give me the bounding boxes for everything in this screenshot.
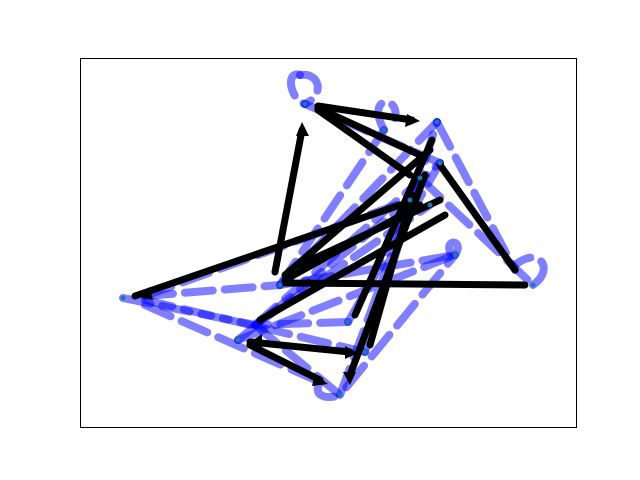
arrow-head — [135, 287, 153, 300]
edge — [433, 118, 519, 274]
node — [407, 197, 413, 203]
node — [345, 319, 351, 325]
self-loop — [374, 98, 400, 134]
edge — [234, 251, 459, 344]
node — [381, 127, 387, 133]
arrow-head — [312, 374, 328, 386]
node — [434, 119, 440, 125]
arrow-head — [405, 114, 420, 127]
edge — [131, 201, 404, 300]
edge — [276, 126, 388, 289]
node — [427, 202, 433, 208]
arrow-head — [250, 334, 262, 348]
edge — [281, 146, 434, 279]
node — [437, 160, 443, 166]
node — [235, 337, 241, 343]
edge — [296, 196, 444, 269]
self-loop — [296, 70, 322, 108]
node — [302, 101, 308, 107]
node — [530, 282, 536, 288]
self-loop — [313, 378, 344, 401]
arrow-head — [343, 372, 356, 385]
edge — [256, 211, 449, 324]
node — [120, 295, 126, 301]
arrow-head — [345, 346, 358, 359]
edge — [246, 338, 354, 356]
nodes — [120, 101, 536, 398]
axes-frame — [80, 58, 577, 428]
edge — [314, 102, 416, 124]
arrow-edges — [131, 102, 529, 386]
node — [337, 392, 343, 398]
edge — [314, 106, 414, 179]
self-loop — [511, 253, 548, 289]
node — [417, 175, 423, 181]
node — [362, 349, 368, 355]
edge — [436, 161, 519, 274]
edge — [314, 104, 424, 159]
edge — [351, 136, 436, 319]
arrow-head — [296, 122, 309, 136]
edge — [141, 296, 369, 356]
edge — [246, 341, 324, 384]
node — [452, 252, 458, 258]
node — [277, 282, 283, 288]
